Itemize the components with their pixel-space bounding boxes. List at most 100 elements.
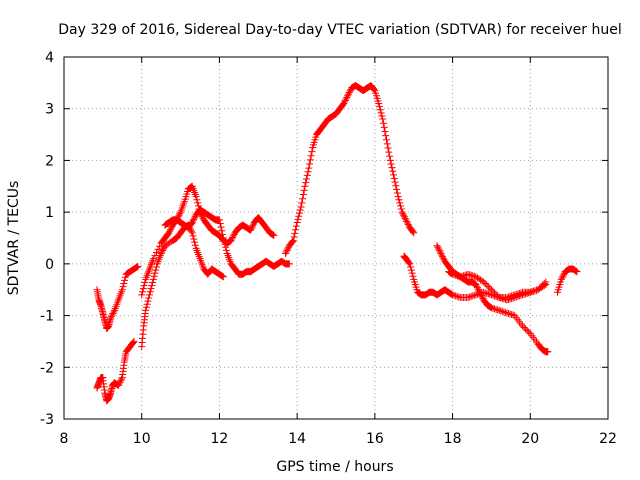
data-point [284, 245, 292, 253]
data-point [165, 229, 173, 237]
data-point [380, 123, 388, 131]
data-point [523, 289, 531, 297]
data-point [478, 293, 486, 301]
data-point [450, 291, 458, 299]
data-point [305, 164, 313, 172]
data-point [473, 282, 481, 290]
series-segment-9 [445, 268, 550, 304]
y-tick-label-3: 3 [45, 102, 54, 118]
data-point [219, 234, 227, 242]
data-point [216, 220, 224, 228]
data-point [342, 95, 350, 103]
data-point [129, 338, 137, 346]
data-point [229, 232, 237, 240]
series-segment-8 [433, 242, 552, 356]
data-point [486, 290, 494, 298]
data-point [146, 288, 154, 296]
data-point [167, 224, 175, 232]
data-point [544, 348, 552, 356]
data-point [376, 106, 384, 114]
data-point [370, 86, 378, 94]
data-point [219, 230, 227, 238]
data-point [384, 144, 392, 152]
data-point [166, 226, 174, 234]
x-tick-label-20: 20 [521, 431, 539, 447]
data-point [453, 272, 461, 280]
data-point [403, 217, 411, 225]
data-point [390, 171, 398, 179]
data-point [175, 211, 183, 219]
data-point [472, 281, 480, 289]
data-point [292, 226, 300, 234]
data-point [408, 269, 416, 277]
data-point [469, 292, 477, 300]
data-point [517, 291, 525, 299]
data-point [116, 378, 124, 386]
data-point [249, 222, 257, 230]
data-point [487, 304, 495, 312]
data-point [505, 296, 513, 304]
data-point [498, 307, 506, 315]
data-point [190, 215, 198, 223]
data-point [149, 278, 157, 286]
data-point [222, 246, 230, 254]
data-point [400, 213, 408, 221]
data-point [397, 205, 405, 213]
data-point [288, 238, 296, 246]
data-point [559, 272, 567, 280]
data-point [410, 229, 418, 237]
data-point [247, 226, 255, 234]
data-point [509, 294, 517, 302]
data-point [386, 156, 394, 164]
x-tick-label-18: 18 [444, 431, 462, 447]
data-point [491, 289, 499, 297]
plot-frame [63, 56, 609, 420]
y-tick-label-4: 4 [45, 50, 54, 66]
data-point [492, 290, 500, 298]
data-point [143, 300, 151, 308]
data-point [461, 271, 469, 279]
data-point [159, 245, 167, 253]
data-point [497, 294, 505, 302]
data-point [520, 323, 528, 331]
data-point [484, 290, 492, 298]
data-point [304, 168, 312, 176]
data-point [397, 202, 405, 210]
x-axis-label: GPS time / hours [276, 459, 393, 475]
data-point [107, 313, 115, 321]
data-point [144, 297, 152, 305]
data-point [376, 103, 384, 111]
data-point [377, 109, 385, 117]
data-point [269, 231, 277, 239]
data-point [542, 278, 550, 286]
data-point [467, 292, 475, 300]
series-segment-3 [138, 221, 227, 351]
data-point [464, 270, 472, 278]
y-tick-label-0: 0 [45, 257, 54, 273]
data-point [344, 90, 352, 98]
y-tick-label--2: -2 [40, 360, 54, 376]
data-point [343, 93, 351, 101]
data-point [525, 289, 533, 297]
data-point [141, 278, 149, 286]
data-point [381, 127, 389, 135]
data-point [390, 175, 398, 183]
data-point [466, 271, 474, 279]
data-point [229, 233, 237, 241]
data-point [282, 248, 290, 256]
data-point [466, 293, 474, 301]
data-point [393, 189, 401, 197]
data-point [519, 291, 527, 299]
data-point [467, 271, 475, 279]
data-point [470, 272, 478, 280]
data-point [133, 263, 141, 271]
series-segment-1 [93, 262, 142, 332]
data-point [405, 259, 413, 267]
data-point [378, 112, 386, 120]
data-point [537, 283, 545, 291]
data-point [299, 191, 307, 199]
data-point [511, 293, 519, 301]
data-point [401, 214, 409, 222]
data-point [433, 242, 441, 250]
